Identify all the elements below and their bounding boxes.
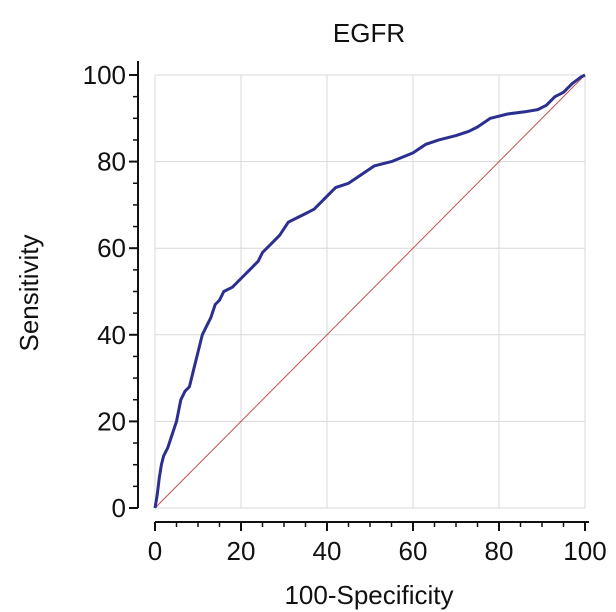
y-tick-label-40: 40 xyxy=(97,320,126,350)
roc-curve-line xyxy=(153,73,586,509)
x-tick-label-20: 20 xyxy=(227,536,256,566)
x-tick-label-0: 0 xyxy=(148,536,162,566)
y-tick-labels: 0 20 40 60 80 100 xyxy=(83,60,126,523)
y-tick-label-0: 0 xyxy=(112,493,126,523)
x-axis-label: 100-Specificity xyxy=(284,580,453,610)
x-tick-label-40: 40 xyxy=(313,536,342,566)
reference-diagonal-line xyxy=(154,74,586,509)
y-tick-label-80: 80 xyxy=(97,147,126,177)
x-tick-label-100: 100 xyxy=(563,536,606,566)
x-tick-label-80: 80 xyxy=(485,536,514,566)
chart-title: EGFR xyxy=(333,18,405,48)
y-tick-label-20: 20 xyxy=(97,406,126,436)
axes xyxy=(129,61,589,531)
x-tick-label-60: 60 xyxy=(399,536,428,566)
y-tick-label-60: 60 xyxy=(97,233,126,263)
x-tick-labels: 0 20 40 60 80 100 xyxy=(148,536,607,566)
y-axis-label: Sensitivity xyxy=(14,234,44,351)
y-tick-label-100: 100 xyxy=(83,60,126,90)
grid-lines xyxy=(154,74,586,509)
